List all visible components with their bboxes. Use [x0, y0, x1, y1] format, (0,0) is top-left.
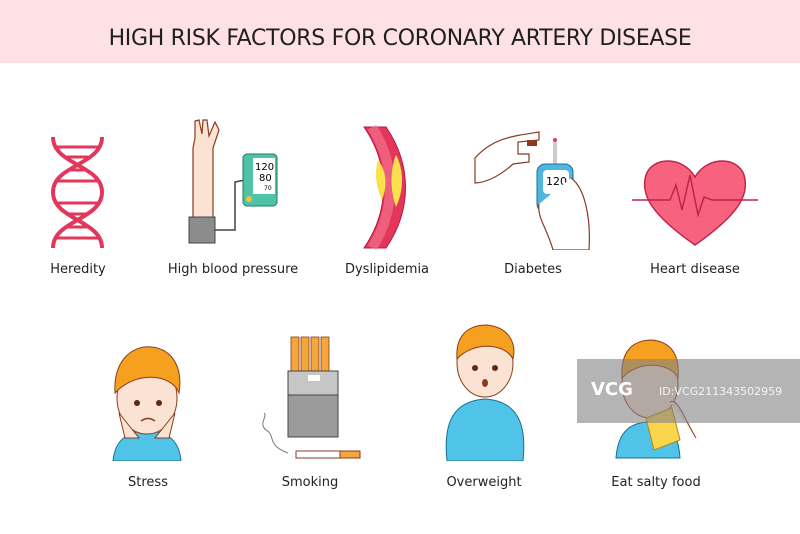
label-heart-disease: Heart disease: [650, 262, 740, 277]
bp-pulse: 70: [264, 185, 272, 192]
watermark-id: ID:VCG211343502959: [659, 385, 783, 398]
bp-diastolic: 80: [259, 173, 272, 184]
watermark: VCG ID:VCG211343502959: [577, 359, 800, 423]
overweight-boy-icon: [445, 324, 525, 461]
heart-pulse-icon: [632, 160, 758, 246]
title-banner: [0, 0, 800, 63]
label-dyslipidemia: Dyslipidemia: [344, 262, 430, 277]
label-smoking: Smoking: [281, 475, 339, 490]
label-heredity: Heredity: [50, 262, 106, 277]
bp-systolic: 120: [255, 162, 274, 173]
glucose-meter-icon: 120 mg/dL: [474, 131, 590, 250]
glucose-reading: 120: [546, 175, 567, 188]
watermark-logo: VCG: [591, 379, 633, 400]
label-overweight: Overweight: [446, 475, 522, 490]
artery-plaque-icon: [363, 125, 406, 250]
label-stress: Stress: [128, 475, 168, 490]
page-title: HIGH RISK FACTORS FOR CORONARY ARTERY DI…: [108, 26, 692, 51]
label-high-blood-pressure: High blood pressure: [167, 262, 299, 277]
blood-pressure-monitor-icon: 120 80 70: [188, 119, 278, 244]
cigarettes-icon: [262, 336, 361, 459]
dna-icon: [50, 136, 105, 249]
label-eat-salty-food: Eat salty food: [611, 475, 701, 490]
label-diabetes: Diabetes: [504, 262, 562, 277]
stressed-boy-icon: [112, 346, 182, 461]
